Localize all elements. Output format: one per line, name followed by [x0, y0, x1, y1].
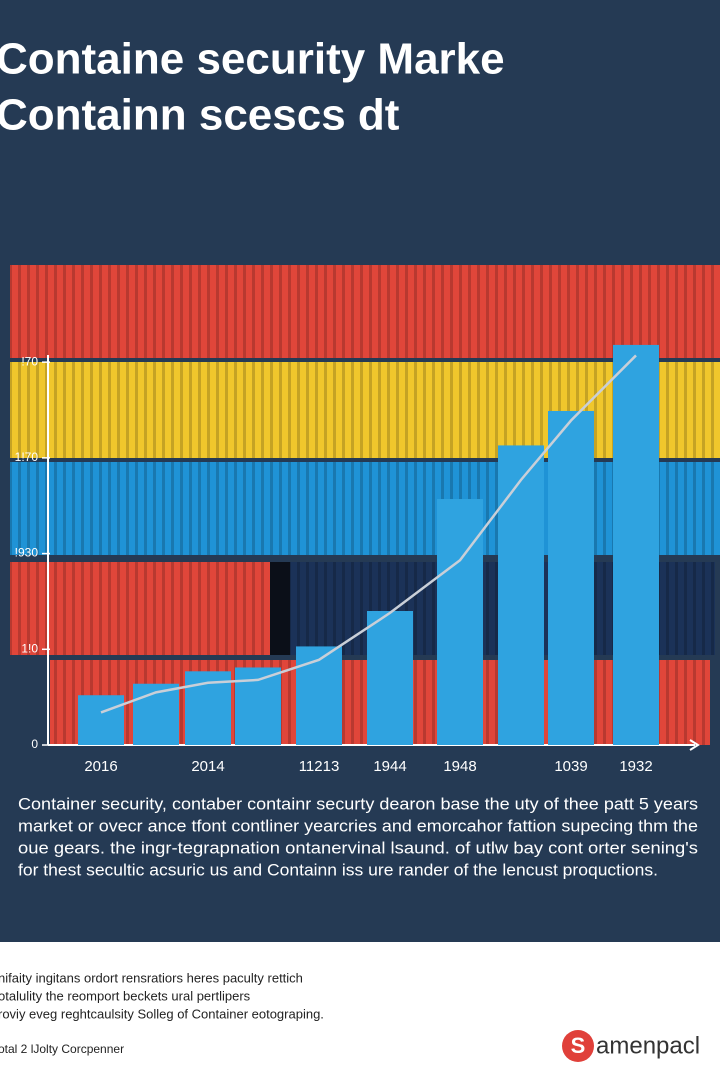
y-tick-label: !930 — [15, 546, 39, 560]
description-line: market or ovecr ance tfont contliner yea… — [18, 817, 698, 835]
bar — [498, 445, 544, 745]
x-tick-label: 2014 — [191, 758, 224, 775]
bar — [367, 611, 413, 745]
footer-background — [0, 942, 720, 1080]
y-tick-label: 1!70 — [15, 450, 39, 464]
title-line: Containe security Marke — [0, 35, 505, 84]
bar — [133, 683, 179, 745]
x-tick-label: 1944 — [373, 758, 406, 775]
y-tick-label: 0 — [31, 737, 38, 751]
x-tick-label: 11213 — [299, 758, 340, 775]
x-tick-label: 1039 — [554, 758, 587, 775]
x-tick-label: 2016 — [84, 758, 117, 775]
bar — [548, 410, 594, 745]
logo-text: amenpacl — [596, 1032, 700, 1059]
description-line: Container security, contaber containr se… — [18, 795, 698, 813]
description-line: oue gears. the ingr-tegrapnation ontaner… — [18, 839, 698, 857]
bar — [78, 695, 124, 745]
logo-mark: S — [571, 1033, 586, 1058]
footer-line: roviy eveg reghtcaulsity Solleg of Conta… — [0, 1006, 324, 1021]
y-tick-label: 1!0 — [21, 641, 38, 655]
footer-line: otalulity the reomport beckets ural pert… — [0, 988, 251, 1003]
bar — [613, 344, 659, 745]
footer-note: otal 2 lJolty Corcpenner — [0, 1042, 124, 1056]
title-line: Containn scescs dt — [0, 91, 400, 140]
bar — [437, 499, 483, 745]
axis-arrow — [689, 739, 700, 751]
description-line: for thest secultic acsuric us and Contai… — [18, 861, 658, 879]
logo-circle — [562, 1030, 594, 1062]
footer-line: nifaity ingitans ordort rensratiors here… — [0, 970, 303, 985]
x-tick-label: 1932 — [619, 758, 652, 775]
bar — [296, 646, 342, 745]
trend-line — [100, 354, 637, 714]
x-tick-label: 1948 — [443, 758, 476, 775]
y-tick-label: !70 — [21, 354, 38, 368]
